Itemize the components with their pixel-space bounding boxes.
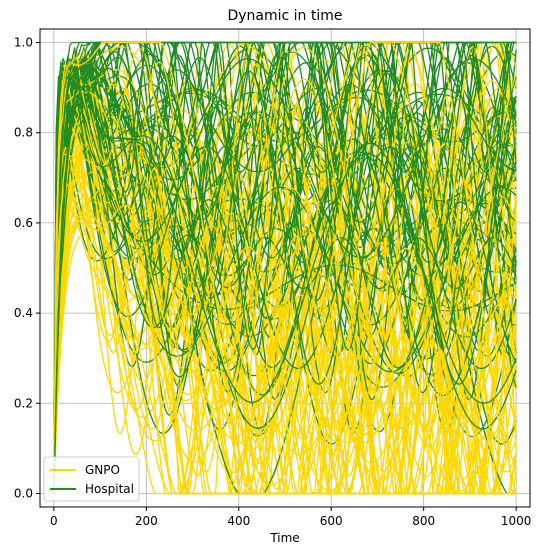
y-tick-label: 0.0: [14, 486, 33, 500]
hospital-trajectory: [53, 76, 517, 494]
gnpo-trajectory: [53, 151, 517, 495]
hospital-trajectory: [53, 41, 517, 494]
y-tick-label: 0.4: [14, 306, 33, 320]
x-tick-label: 400: [227, 514, 250, 528]
gnpo-trajectory: [53, 45, 517, 495]
x-tick-label: 1000: [501, 514, 532, 528]
x-axis-label: Time: [269, 531, 299, 545]
hospital-trajectory: [53, 41, 517, 494]
legend: GNPO Hospital: [43, 456, 140, 502]
y-tick-label: 0.6: [14, 216, 33, 230]
gnpo-trajectory: [53, 180, 517, 494]
chart-title: Dynamic in time: [227, 8, 342, 24]
hospital-trajectory: [53, 41, 517, 494]
x-tick-label: 0: [50, 514, 58, 528]
legend-label-hospital: Hospital: [85, 482, 134, 496]
gnpo-trajectory: [53, 101, 517, 495]
gnpo-trajectory: [53, 132, 517, 495]
y-tick-label: 1.0: [14, 36, 33, 50]
gnpo-trajectory: [53, 134, 517, 494]
gnpo-trajectory: [53, 216, 517, 495]
gnpo-trajectory: [53, 41, 517, 494]
gnpo-trajectory: [53, 131, 517, 494]
gnpo-trajectory: [53, 145, 517, 495]
y-tick-label: 0.2: [14, 396, 33, 410]
x-tick-label: 200: [135, 514, 158, 528]
y-tick-label: 0.8: [14, 126, 33, 140]
hospital-trajectory: [53, 83, 517, 494]
x-tick-label: 600: [320, 514, 343, 528]
plot-frame: [39, 28, 531, 508]
hospital-trajectory: [53, 55, 517, 494]
curves: [53, 41, 517, 495]
hospital-trajectory: [53, 56, 517, 494]
hospital-trajectory: [53, 58, 517, 494]
y-ticks: 0.0 0.2 0.4 0.6 0.8 1.0: [14, 36, 40, 500]
x-ticks: 0 200 400 600 800 1000: [50, 507, 531, 528]
hospital-trajectory: [53, 56, 517, 494]
gnpo-trajectory: [53, 46, 517, 495]
legend-label-gnpo: GNPO: [85, 463, 120, 477]
gnpo-trajectory: [53, 79, 517, 495]
hospital-trajectory: [53, 64, 517, 494]
hospital-trajectory: [53, 50, 517, 494]
gnpo-trajectory: [53, 48, 517, 495]
x-tick-label: 800: [412, 514, 435, 528]
